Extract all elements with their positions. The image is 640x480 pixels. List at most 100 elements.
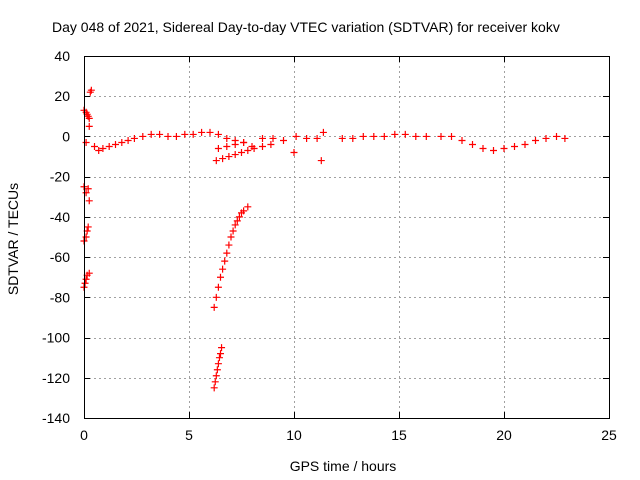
data-point — [231, 151, 239, 159]
data-point — [189, 130, 197, 138]
data-point — [82, 138, 90, 146]
data-point — [84, 223, 92, 231]
data-point — [172, 132, 180, 140]
data-point — [91, 143, 98, 150]
data-point — [250, 145, 258, 153]
y-tick-label: 20 — [54, 88, 70, 104]
data-point — [213, 366, 221, 374]
data-point — [214, 145, 222, 153]
data-point — [118, 138, 126, 146]
data-point — [223, 249, 231, 257]
y-tick-label: -80 — [50, 289, 70, 305]
data-point — [244, 203, 252, 211]
data-point — [359, 132, 367, 140]
grid-lines — [84, 56, 609, 418]
data-point — [124, 136, 132, 144]
data-point — [164, 132, 172, 140]
data-point — [221, 257, 229, 265]
series-steep-branch — [210, 203, 252, 311]
y-tick-label: -100 — [42, 330, 70, 346]
x-tick-label: 15 — [391, 427, 407, 443]
data-point — [139, 132, 147, 140]
data-point — [130, 134, 138, 142]
axis-ticks — [84, 56, 610, 419]
data-point — [490, 147, 497, 155]
data-point — [84, 185, 92, 193]
data-point — [380, 132, 388, 140]
data-point — [235, 213, 243, 221]
data-point — [280, 136, 287, 144]
data-point — [181, 130, 189, 138]
x-tick-label: 25 — [601, 427, 617, 443]
data-point — [319, 128, 327, 136]
data-point — [542, 134, 550, 142]
data-point — [521, 140, 529, 148]
data-point — [412, 132, 420, 140]
data-point — [370, 132, 378, 140]
data-point — [212, 372, 220, 380]
data-point — [469, 140, 476, 148]
y-tick-label: -60 — [50, 249, 70, 265]
x-axis-label: GPS time / hours — [290, 458, 397, 474]
data-point — [214, 283, 222, 291]
data-point — [269, 134, 277, 142]
data-point — [240, 138, 248, 146]
y-tick-label: -20 — [50, 169, 70, 185]
data-point — [458, 136, 466, 144]
data-point — [214, 360, 222, 368]
data-point — [82, 189, 90, 197]
data-point — [233, 217, 241, 225]
data-point — [147, 130, 155, 138]
data-point — [85, 269, 93, 277]
series-second-band — [212, 138, 325, 165]
y-tick-label: 0 — [62, 128, 70, 144]
data-point — [198, 128, 206, 136]
y-axis-label: SDTVAR / TECUs — [5, 183, 21, 295]
data-point — [391, 130, 399, 138]
data-point — [81, 279, 89, 287]
data-point — [227, 233, 235, 241]
y-tick-label: -120 — [42, 370, 70, 386]
data-point — [401, 130, 409, 138]
data-point — [223, 143, 231, 150]
data-point — [206, 128, 214, 136]
data-point — [259, 134, 266, 142]
data-point — [244, 147, 252, 155]
data-point — [87, 86, 95, 94]
data-point — [219, 155, 227, 163]
data-point — [156, 130, 164, 138]
data-point — [219, 265, 227, 273]
data-point — [217, 350, 224, 358]
data-point — [225, 153, 233, 161]
data-point — [437, 132, 445, 140]
data-point — [99, 145, 107, 153]
x-tick-label: 10 — [286, 427, 302, 443]
y-tick-label: -140 — [42, 410, 70, 426]
x-tick-label: 0 — [80, 427, 88, 443]
data-point — [532, 136, 539, 144]
data-point — [85, 197, 93, 205]
data-point — [210, 384, 218, 392]
series-near-zero-band — [82, 128, 569, 155]
series-low-branch — [210, 344, 226, 392]
data-point — [210, 303, 218, 311]
data-point — [82, 275, 90, 283]
data-point — [290, 149, 298, 157]
x-tick-label: 20 — [496, 427, 512, 443]
data-point — [105, 143, 113, 150]
data-point — [553, 132, 560, 140]
chart-title: Day 048 of 2021, Sidereal Day-to-day VTE… — [52, 19, 560, 35]
data-point — [231, 221, 239, 229]
data-point — [267, 140, 275, 148]
data-point — [82, 233, 90, 241]
data-point — [479, 145, 487, 153]
data-point — [215, 354, 223, 362]
data-point — [229, 227, 237, 235]
series-early-cluster — [80, 86, 95, 291]
data-point — [511, 143, 518, 150]
data-point — [214, 130, 222, 138]
y-tick-label: 40 — [54, 48, 70, 64]
data-point — [223, 134, 231, 142]
data-point — [85, 122, 93, 130]
data-point — [211, 378, 219, 386]
